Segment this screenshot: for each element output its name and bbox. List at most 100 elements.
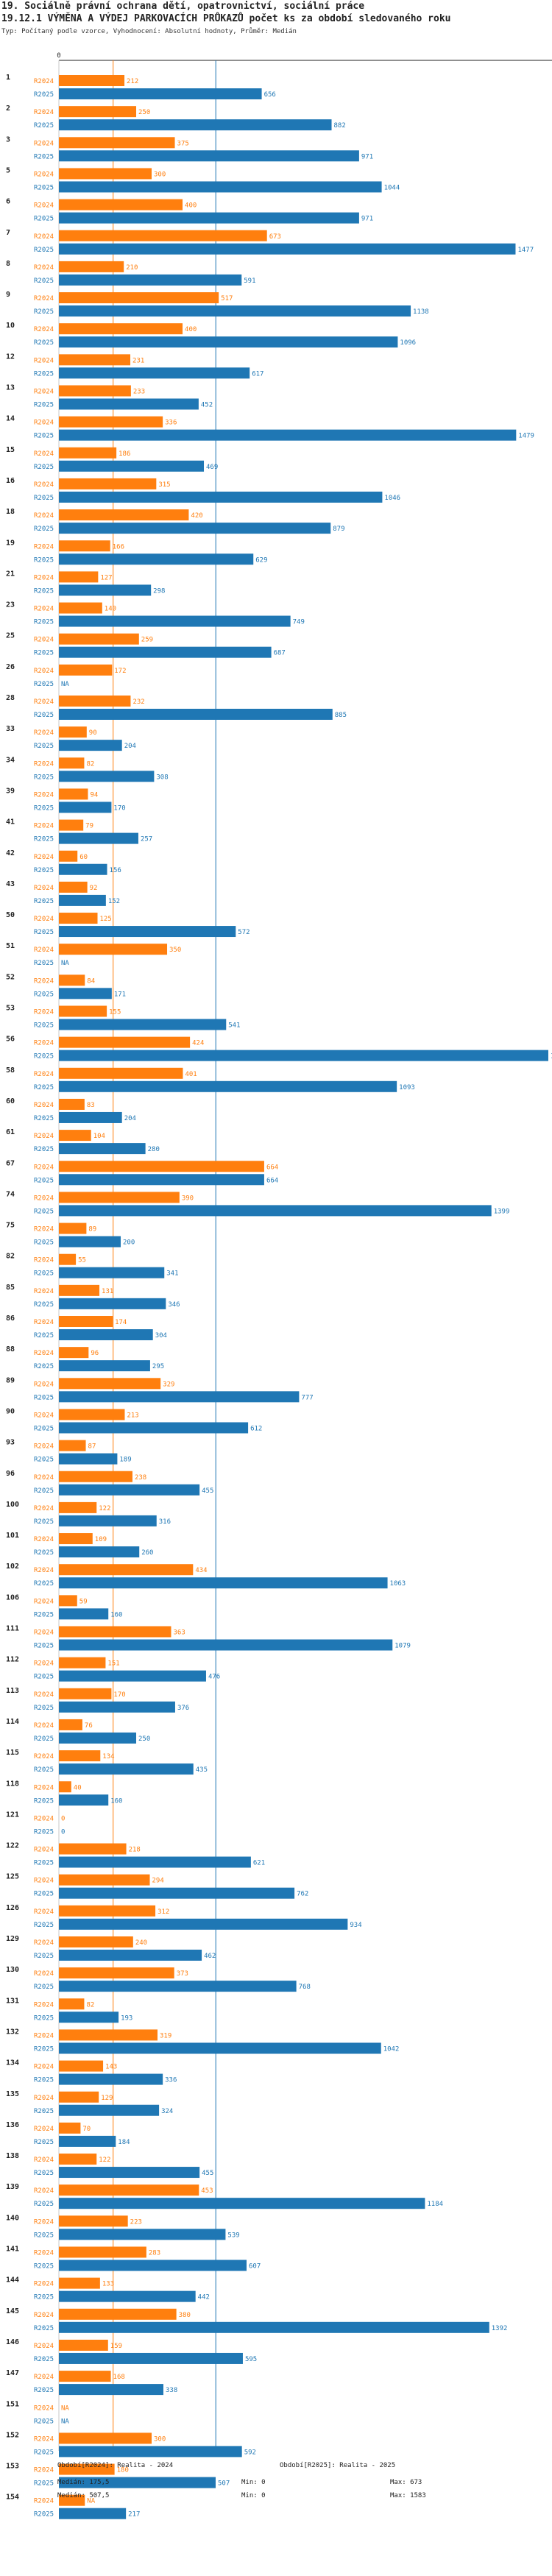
bar-r2025: [59, 1019, 227, 1030]
value-label-r2025: 762: [297, 1891, 308, 1898]
bar-r2024: [59, 1284, 100, 1296]
category-label: 106: [6, 1593, 19, 1602]
series-label-r2025: R2025: [34, 1301, 54, 1309]
series-label-r2025: R2025: [34, 1549, 54, 1557]
bar-r2024: [59, 602, 102, 614]
value-label-r2024: 159: [110, 2343, 122, 2350]
value-label-r2025: 442: [198, 2294, 210, 2301]
category-label: 26: [6, 663, 15, 671]
series-label-r2025: R2025: [34, 1022, 54, 1030]
bar-r2025: [59, 2135, 116, 2147]
bar-r2025: [59, 2167, 200, 2179]
category-label: 132: [6, 2028, 19, 2036]
series-label-r2024: R2024: [34, 2250, 54, 2257]
series-label-r2024: R2024: [34, 1009, 54, 1016]
bar-r2025: [59, 150, 359, 162]
category-label: 7: [6, 229, 10, 237]
bar-r2025: [59, 988, 112, 999]
category-label: 13: [6, 384, 15, 392]
value-label-r2024: 213: [127, 1412, 138, 1419]
value-label-r2024: 87: [88, 1443, 96, 1451]
series-label-r2025: R2025: [34, 91, 54, 99]
series-label-r2025: R2025: [34, 867, 54, 874]
series-label-r2024: R2024: [34, 854, 54, 861]
category-label: 39: [6, 787, 15, 795]
value-label-r2024: 232: [132, 698, 144, 706]
category-label: 118: [6, 1780, 19, 1788]
value-label-r2025: 1079: [394, 1643, 411, 1650]
bar-r2024: [59, 571, 99, 583]
series-label-r2024: R2024: [34, 1505, 54, 1512]
series-label-r2024: R2024: [34, 698, 54, 706]
bar-r2025: [59, 2011, 119, 2023]
bar-r2024: [59, 696, 131, 707]
value-label-r2024: 125: [100, 916, 112, 923]
value-label-r2025: 1184: [427, 2201, 443, 2208]
bar-r2025: [59, 2042, 381, 2054]
series-label-r2025: R2025: [34, 1425, 54, 1432]
bar-r2024: [59, 1564, 194, 1576]
value-label-r2024: 218: [129, 1847, 141, 1854]
bar-r2025: [59, 1981, 297, 1992]
bar-r2024: [59, 2060, 104, 2072]
series-label-r2025: R2025: [34, 526, 54, 533]
series-label-r2025: R2025: [34, 2201, 54, 2208]
stat-r2024-max: Max: 673: [390, 2479, 422, 2486]
bar-r2025: [59, 894, 106, 906]
bar-r2025: [59, 2229, 226, 2240]
series-label-r2025: R2025: [34, 1891, 54, 1898]
series-label-r2025: R2025: [34, 929, 54, 936]
category-label: 154: [6, 2494, 19, 2502]
bar-r2024: [59, 881, 88, 893]
bar-r2025: [59, 243, 516, 255]
category-label: 139: [6, 2183, 19, 2191]
value-label-r2025: 971: [361, 153, 373, 160]
bar-r2025: [59, 523, 331, 534]
bar-r2024: [59, 2308, 177, 2320]
value-label-r2025: 336: [165, 2077, 177, 2084]
bar-r2025: [59, 1174, 264, 1186]
value-label-r2024: 401: [185, 1071, 197, 1078]
series-label-r2025: R2025: [34, 1735, 54, 1743]
value-label-r2024: 312: [158, 1908, 169, 1916]
value-label-r2025: 777: [301, 1394, 313, 1401]
bar-r2024: [59, 292, 219, 304]
value-label-r2025: 189: [119, 1457, 131, 1464]
value-label-r2025: 1399: [494, 1208, 510, 1215]
series-label-r2024: R2024: [34, 1381, 54, 1388]
series-label-r2024: R2024: [34, 295, 54, 302]
series-label-r2024: R2024: [34, 2032, 54, 2039]
value-label-r2025: 879: [333, 526, 344, 533]
series-label-r2024: R2024: [34, 1319, 54, 1326]
category-label: 85: [6, 1284, 15, 1292]
bar-r2025: [59, 1080, 397, 1092]
value-label-r2024: 212: [127, 78, 138, 85]
category-label: 19: [6, 539, 15, 547]
bar-r2024: [59, 478, 157, 489]
bar-r2025: [59, 2073, 163, 2085]
value-label-r2024: 294: [152, 1878, 164, 1885]
value-label-r2025: 298: [153, 587, 165, 595]
value-label-r2025: 250: [138, 1735, 150, 1743]
bar-r2025: [59, 1763, 194, 1775]
bar-r2024: [59, 1098, 85, 1110]
series-label-r2025: R2025: [34, 2232, 54, 2239]
stat-r2024-min: Min: 0: [241, 2479, 266, 2486]
series-label-r2024: R2024: [34, 1753, 54, 1761]
category-label: 122: [6, 1842, 19, 1850]
series-label-r2024: R2024: [34, 78, 54, 85]
bar-r2025: [59, 429, 517, 441]
bar-r2025: [59, 2352, 243, 2364]
series-label-r2025: R2025: [34, 1208, 54, 1215]
bar-r2024: [59, 2339, 108, 2351]
series-label-r2025: R2025: [34, 1611, 54, 1618]
bar-r2024: [59, 1936, 133, 1947]
category-label: 135: [6, 2090, 19, 2098]
bar-r2024: [59, 944, 168, 955]
value-label-r2025: 260: [141, 1549, 153, 1557]
bar-r2025: [59, 1546, 140, 1558]
value-label-r2025: 455: [202, 2170, 213, 2177]
value-label-r2024: 174: [115, 1319, 127, 1326]
series-label-r2025: R2025: [34, 836, 54, 843]
series-label-r2025: R2025: [34, 743, 54, 750]
